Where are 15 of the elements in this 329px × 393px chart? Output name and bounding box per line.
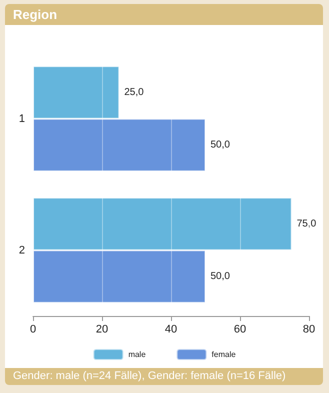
y-tick-label: 1 — [18, 112, 25, 125]
x-tick-label: 40 — [164, 324, 178, 336]
chart-title: Region — [5, 4, 323, 25]
x-tick-label: 0 — [30, 324, 36, 336]
x-tick-label: 60 — [234, 324, 246, 336]
data-label: 25,0 — [124, 86, 144, 98]
x-tick-label: 80 — [302, 324, 316, 336]
data-label: 75,0 — [296, 218, 317, 230]
legend-label: male — [128, 350, 146, 359]
y-tick-label: 2 — [18, 244, 25, 256]
x-tick-label: 20 — [96, 324, 108, 336]
legend-label: female — [212, 350, 236, 359]
data-label: 50,0 — [210, 271, 230, 282]
text: Gender: male (n=24 Fälle), Gender: female (n=16 Fälle) — [5, 368, 323, 385]
data-label: 50,0 — [210, 140, 230, 151]
